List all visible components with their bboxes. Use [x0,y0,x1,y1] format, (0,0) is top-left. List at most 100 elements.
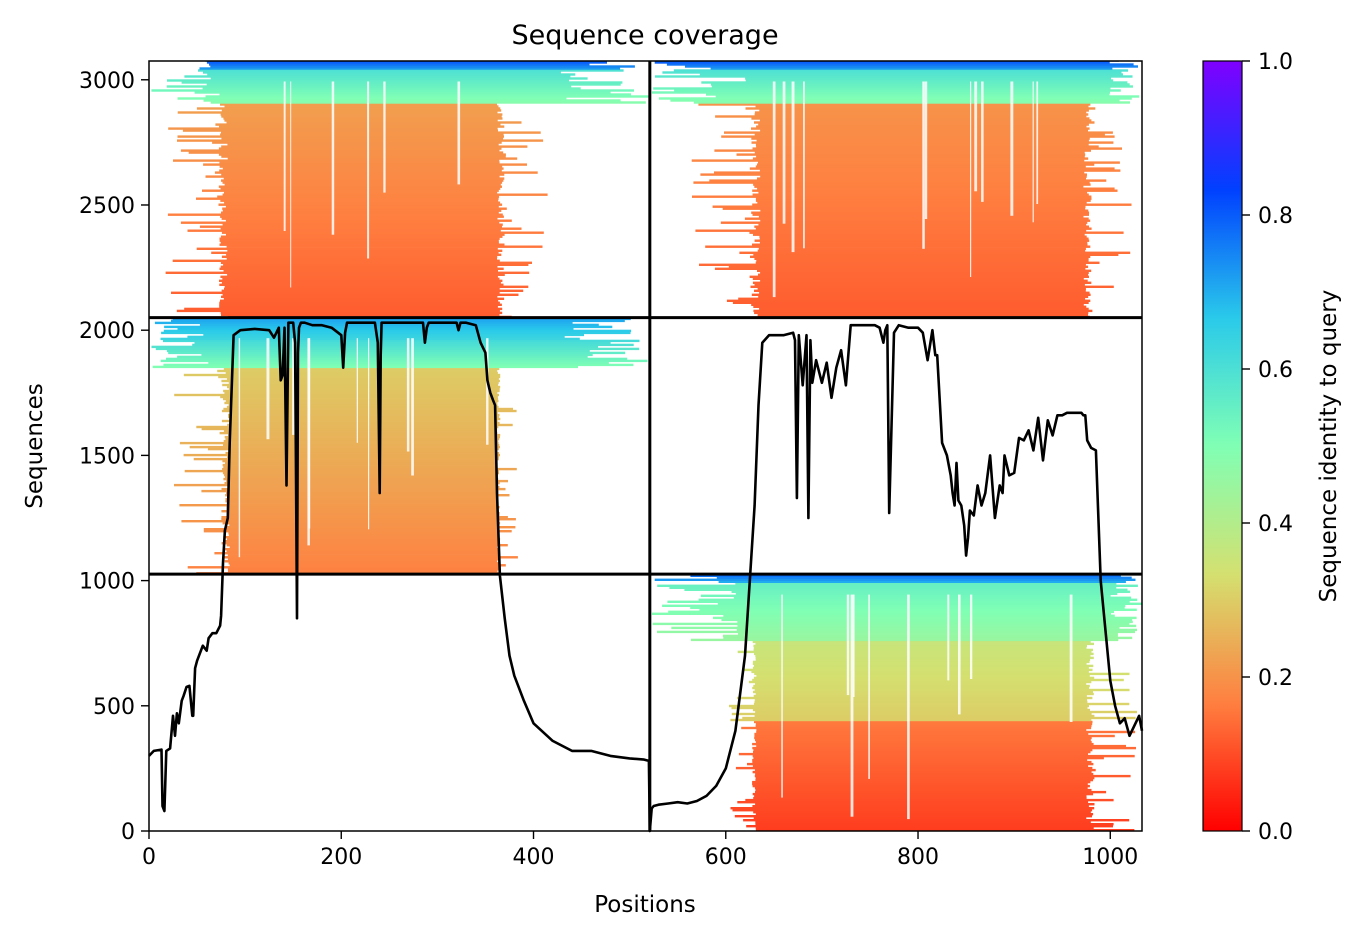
coverage-row [226,253,502,256]
coverage-row [221,313,500,317]
coverage-row [669,586,1117,589]
coverage-row [221,289,524,292]
coverage-row [206,83,621,86]
colorbar-tick-label: 1.0 [1258,50,1293,75]
coverage-row [167,79,569,82]
coverage-row [226,121,522,124]
y-tick-label: 2000 [79,319,135,344]
coverage-row [651,91,1110,94]
coverage-row [755,658,1091,662]
x-tick-label: 200 [320,845,362,870]
coverage-row [221,409,517,413]
coverage-gap [367,81,370,259]
coverage-row [726,299,1091,302]
coverage-row [228,387,500,391]
coverage-row [738,297,1086,300]
coverage-gap [368,338,370,530]
coverage-row [756,744,1126,748]
coverage-row [717,602,1142,605]
coverage-row [220,241,499,244]
coverage-row [759,169,1121,172]
coverage-row [219,431,498,435]
coverage-row [226,506,500,509]
coverage-row [223,439,499,443]
coverage-row [222,193,548,196]
coverage-row [752,213,1089,216]
coverage-row [745,798,1114,802]
coverage-row [733,596,1132,599]
coverage-row [657,630,1135,634]
coverage-row [223,389,500,393]
coverage-row [203,99,621,102]
coverage-row [755,105,1089,108]
coverage-block-3 [651,574,1142,831]
coverage-row [226,550,500,553]
coverage-row [754,774,1131,778]
coverage-row [177,111,498,114]
x-tick-label: 400 [513,845,555,870]
coverage-row [695,229,1087,232]
coverage-row [194,91,611,94]
x-tick-label: 1000 [1082,845,1138,870]
coverage-row [753,756,1104,760]
chart-title: Sequence coverage [511,20,778,51]
coverage-row [228,532,498,535]
coverage-row [229,546,498,549]
coverage-row [758,295,1089,298]
coverage-gap [406,338,410,452]
coverage-row [654,75,1133,78]
coverage-row [754,672,1130,676]
coverage-row [221,379,500,383]
coverage-row [229,417,501,421]
coverage-row [753,676,1095,680]
coverage-row [751,293,1091,296]
coverage-row [758,273,1089,276]
coverage-row [756,155,1085,158]
coverage-row [222,181,503,184]
y-tick-label: 1000 [79,570,135,595]
coverage-row [224,540,500,543]
coverage-row [757,177,1086,180]
coverage-row [229,421,500,425]
coverage-row [228,449,498,453]
coverage-row [739,251,1131,254]
coverage-row [223,263,529,266]
coverage-row [176,309,500,313]
coverage-row [219,161,500,164]
coverage-row [690,638,1119,642]
coverage-row [227,273,505,276]
coverage-gap [331,81,335,235]
coverage-row [221,145,528,148]
coverage-gap [850,594,854,817]
coverage-row [730,718,1092,722]
coverage-row [226,491,499,495]
coverage-gap [290,81,292,288]
coverage-row [171,319,625,323]
colorbar-tick-label: 0.2 [1258,666,1293,691]
heatmap-area [151,61,1142,831]
coverage-row [201,427,498,431]
coverage-row [228,415,499,419]
coverage-row [754,714,1095,718]
coverage-row [226,544,508,547]
coverage-row [228,403,498,407]
coverage-row [227,385,501,389]
coverage-row [221,255,498,258]
coverage-row [184,307,503,311]
coverage-row [732,301,1089,304]
coverage-row [751,127,1090,130]
coverage-row [735,766,1093,770]
coverage-row [743,819,1130,822]
coverage-row [754,688,1130,692]
coverage-row [209,63,590,66]
coverage-row [223,397,499,401]
coverage-row [220,275,498,278]
coverage-row [221,281,501,284]
coverage-row [752,243,1088,246]
coverage-row [753,684,1090,688]
coverage-row [218,147,502,150]
coverage-row [221,487,506,491]
coverage-row [756,730,1136,734]
coverage-row [724,131,1113,134]
coverage-gap [947,594,950,681]
